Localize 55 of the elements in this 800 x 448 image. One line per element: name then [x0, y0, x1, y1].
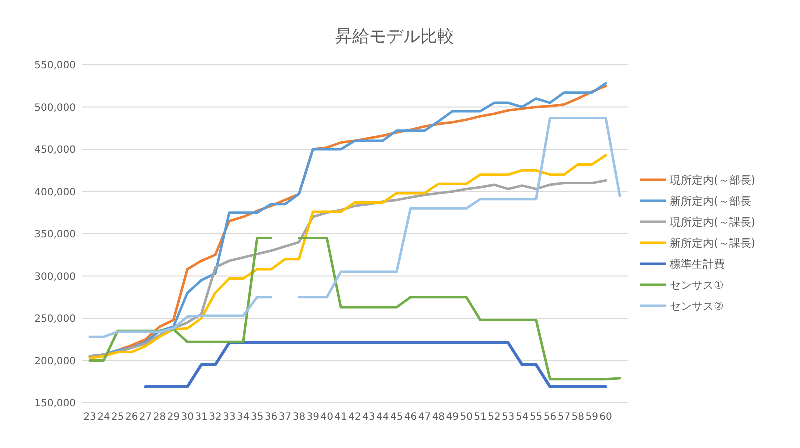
x-tick-label: 59 [586, 412, 598, 423]
x-tick-label: 50 [460, 412, 473, 423]
x-tick-label: 49 [446, 412, 459, 423]
x-tick-label: 43 [362, 412, 376, 423]
x-tick-label: 41 [334, 412, 348, 423]
x-tick-label: 40 [320, 412, 334, 423]
x-tick-label: 54 [516, 412, 529, 423]
x-tick-label: 46 [404, 412, 418, 423]
y-tick-label: 400,000 [34, 187, 76, 198]
x-tick-label: 45 [390, 412, 404, 423]
x-tick-label: 57 [558, 412, 571, 423]
y-tick-label: 350,000 [34, 230, 76, 240]
x-tick-label: 52 [488, 412, 501, 423]
x-tick-label: 58 [572, 412, 585, 423]
x-tick-label: 48 [432, 412, 446, 423]
x-tick-label: 30 [181, 412, 194, 423]
y-tick-label: 300,000 [34, 272, 76, 283]
x-tick-label: 37 [278, 412, 292, 423]
x-tick-label: 27 [139, 412, 152, 423]
legend-label: 新所定内(～課長) [670, 236, 756, 250]
x-tick-label: 42 [348, 412, 362, 423]
x-tick-label: 25 [112, 412, 124, 423]
legend-label: 標準生計費 [670, 258, 725, 271]
y-tick-label: 550,000 [34, 60, 76, 72]
legend-label: 現所定内(～部長) [670, 174, 756, 187]
legend-label: センサス① [670, 278, 724, 292]
x-tick-label: 33 [223, 412, 236, 423]
x-tick-label: 55 [530, 412, 543, 423]
x-tick-label: 32 [209, 412, 222, 423]
x-tick-label: 28 [153, 412, 166, 423]
x-tick-label: 56 [544, 412, 557, 423]
chart-title: 昇給モデル比較 [336, 27, 454, 47]
y-tick-label: 250,000 [34, 314, 76, 325]
x-tick-label: 47 [418, 412, 432, 423]
legend-label: 現所定内(～課長) [670, 216, 756, 229]
x-tick-label: 53 [502, 412, 515, 423]
x-tick-label: 44 [376, 412, 390, 423]
x-tick-label: 24 [98, 412, 110, 423]
x-tick-label: 51 [474, 412, 487, 423]
x-tick-label: 38 [292, 412, 306, 423]
y-tick-label: 150,000 [34, 398, 76, 410]
x-tick-label: 39 [306, 412, 320, 423]
y-tick-label: 500,000 [34, 102, 76, 114]
y-tick-label: 200,000 [34, 356, 76, 368]
x-tick-label: 35 [251, 412, 264, 423]
legend-label: 新所定内(～部長 [670, 194, 752, 208]
x-tick-label: 23 [84, 412, 96, 423]
y-tick-label: 450,000 [34, 145, 76, 156]
legend-label: センサス② [670, 300, 724, 313]
x-tick-label: 31 [195, 412, 208, 423]
x-tick-label: 60 [600, 412, 612, 423]
x-tick-label: 26 [125, 412, 138, 423]
x-tick-label: 34 [237, 412, 250, 423]
x-tick-label: 29 [167, 412, 180, 423]
x-tick-label: 36 [264, 412, 278, 423]
